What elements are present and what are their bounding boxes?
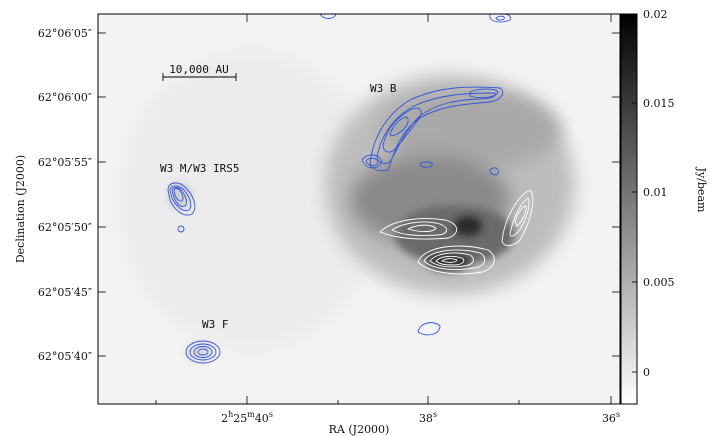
source-label-w3b: W3 B: [370, 82, 397, 95]
y-axis-label: Declination (J2000): [14, 155, 27, 263]
dec-tick-label: 62°06′05″: [38, 27, 92, 40]
dec-tick-label: 62°05′55″: [38, 156, 92, 169]
dec-tick-label: 62°05′40″: [38, 350, 92, 363]
ra-tick-label-0: 2h25m40s: [221, 410, 273, 425]
colorbar-tick-label: 0.02: [643, 8, 668, 21]
colorbar-frame: [620, 13, 638, 405]
colorbar-label: Jy/beam: [695, 167, 708, 213]
dec-tick-label: 62°06′00″: [38, 91, 92, 104]
scale-bar: 10,000 AU: [162, 63, 237, 81]
source-label-w3f: W3 F: [202, 318, 229, 331]
colorbar-tick-label: 0: [643, 366, 650, 379]
dec-tick-label: 62°05′50″: [38, 221, 92, 234]
dec-tick-labels: 62°06′05″ 62°06′00″ 62°05′55″ 62°05′50″ …: [38, 27, 92, 363]
colorbar-tick-label: 0.015: [643, 97, 675, 110]
colorbar: 0.02 0.015 0.01 0.005 0 Jy/beam: [620, 8, 708, 405]
plot-frame: [97, 13, 621, 405]
colorbar-tick-label: 0.005: [643, 276, 675, 289]
blue-contours: [167, 14, 511, 364]
colorbar-gradient: [621, 14, 637, 404]
source-label-w3m: W3 M/W3 IRS5: [160, 162, 239, 175]
ra-tick-label-1: 38s: [419, 410, 437, 425]
colorbar-tick-label: 0.01: [643, 186, 668, 199]
ra-tick-label-2: 36s: [602, 410, 620, 425]
axis-ticks: [98, 14, 620, 404]
white-contours: [379, 189, 534, 275]
x-axis-label: RA (J2000): [329, 423, 390, 436]
dec-tick-label: 62°05′45″: [38, 286, 92, 299]
scale-bar-label: 10,000 AU: [169, 63, 229, 76]
